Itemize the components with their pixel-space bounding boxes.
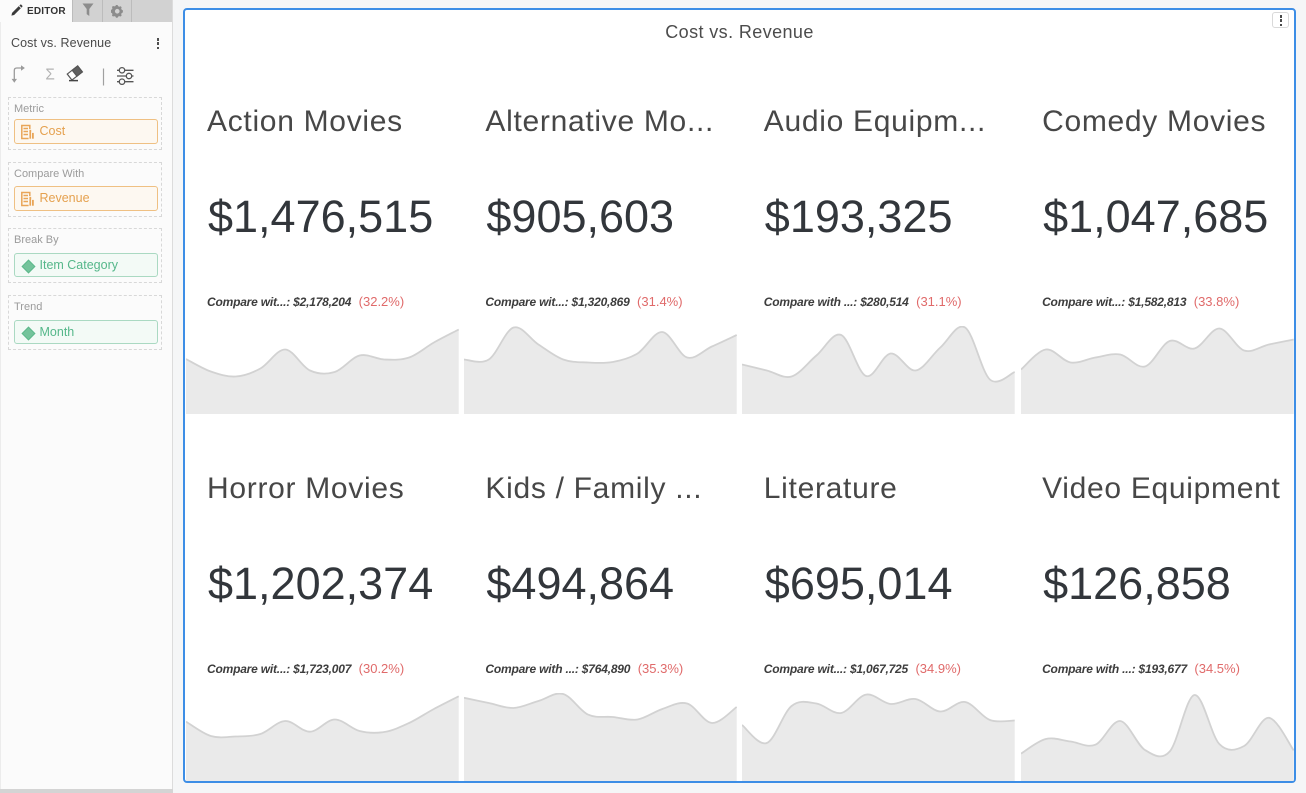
svg-text:Σ: Σ — [45, 67, 54, 84]
